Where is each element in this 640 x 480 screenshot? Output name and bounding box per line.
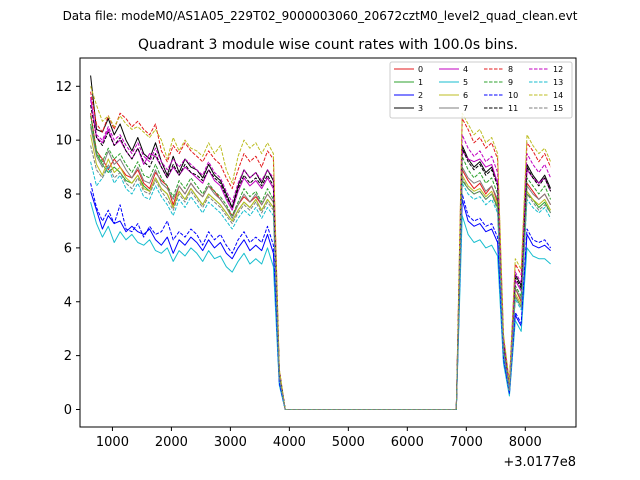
- legend-label-10: 10: [508, 91, 518, 100]
- series-line-14: [90, 86, 552, 410]
- legend-label-6: 6: [463, 91, 468, 100]
- series-line-2: [90, 191, 551, 410]
- y-tick-label: 2: [64, 349, 72, 364]
- x-tick-label: 1000: [96, 435, 129, 450]
- chart-suptitle: Data file: modeM0/AS1A05_229T02_90000030…: [63, 9, 578, 23]
- x-tick-label: 2000: [155, 435, 188, 450]
- legend-label-0: 0: [418, 65, 423, 74]
- series-line-9: [90, 115, 552, 410]
- legend-label-7: 7: [463, 104, 468, 113]
- plot-area: [90, 75, 552, 410]
- legend-label-12: 12: [553, 65, 563, 74]
- series-line-15: [90, 145, 552, 410]
- y-tick-label: 10: [55, 134, 72, 149]
- axes-frame: [79, 57, 577, 428]
- series-line-10: [90, 183, 552, 410]
- y-tick-label: 4: [64, 295, 72, 310]
- x-tick-label: 6000: [391, 435, 424, 450]
- x-tick-label: 5000: [332, 435, 365, 450]
- series-line-4: [90, 97, 552, 410]
- series-line-13: [90, 161, 552, 410]
- legend-label-8: 8: [508, 65, 513, 74]
- legend-label-5: 5: [463, 78, 468, 87]
- x-axis: 1000 2000 3000 4000 5000 6000 7000 8000: [96, 427, 542, 450]
- series-line-12: [90, 99, 552, 410]
- legend-label-13: 13: [553, 78, 563, 87]
- legend-label-11: 11: [508, 104, 518, 113]
- y-axis: 0 2 4 6 8 10 12: [55, 80, 80, 418]
- series-line-5: [90, 201, 551, 410]
- legend-label-15: 15: [553, 104, 563, 113]
- legend-box: [389, 61, 573, 119]
- series-line-11: [90, 105, 552, 410]
- series-line-8: [90, 91, 552, 410]
- legend-label-1: 1: [418, 78, 423, 87]
- x-tick-label: 4000: [273, 435, 306, 450]
- x-tick-label: 3000: [214, 435, 247, 450]
- legend-label-2: 2: [418, 91, 423, 100]
- x-tick-label: 7000: [450, 435, 483, 450]
- chart-title: Quadrant 3 module wise count rates with …: [138, 37, 518, 53]
- series-line-1: [90, 123, 552, 410]
- legend-label-3: 3: [418, 104, 423, 113]
- legend-label-4: 4: [463, 65, 468, 74]
- series-line-7: [90, 126, 552, 410]
- x-tick-label: 8000: [509, 435, 542, 450]
- y-tick-label: 0: [64, 403, 72, 418]
- y-tick-label: 8: [64, 188, 72, 203]
- legend-label-9: 9: [508, 78, 513, 87]
- x-offset-label: +3.0177e8: [503, 455, 576, 470]
- y-tick-label: 12: [55, 80, 72, 95]
- legend-label-14: 14: [553, 91, 563, 100]
- y-tick-label: 6: [64, 241, 72, 256]
